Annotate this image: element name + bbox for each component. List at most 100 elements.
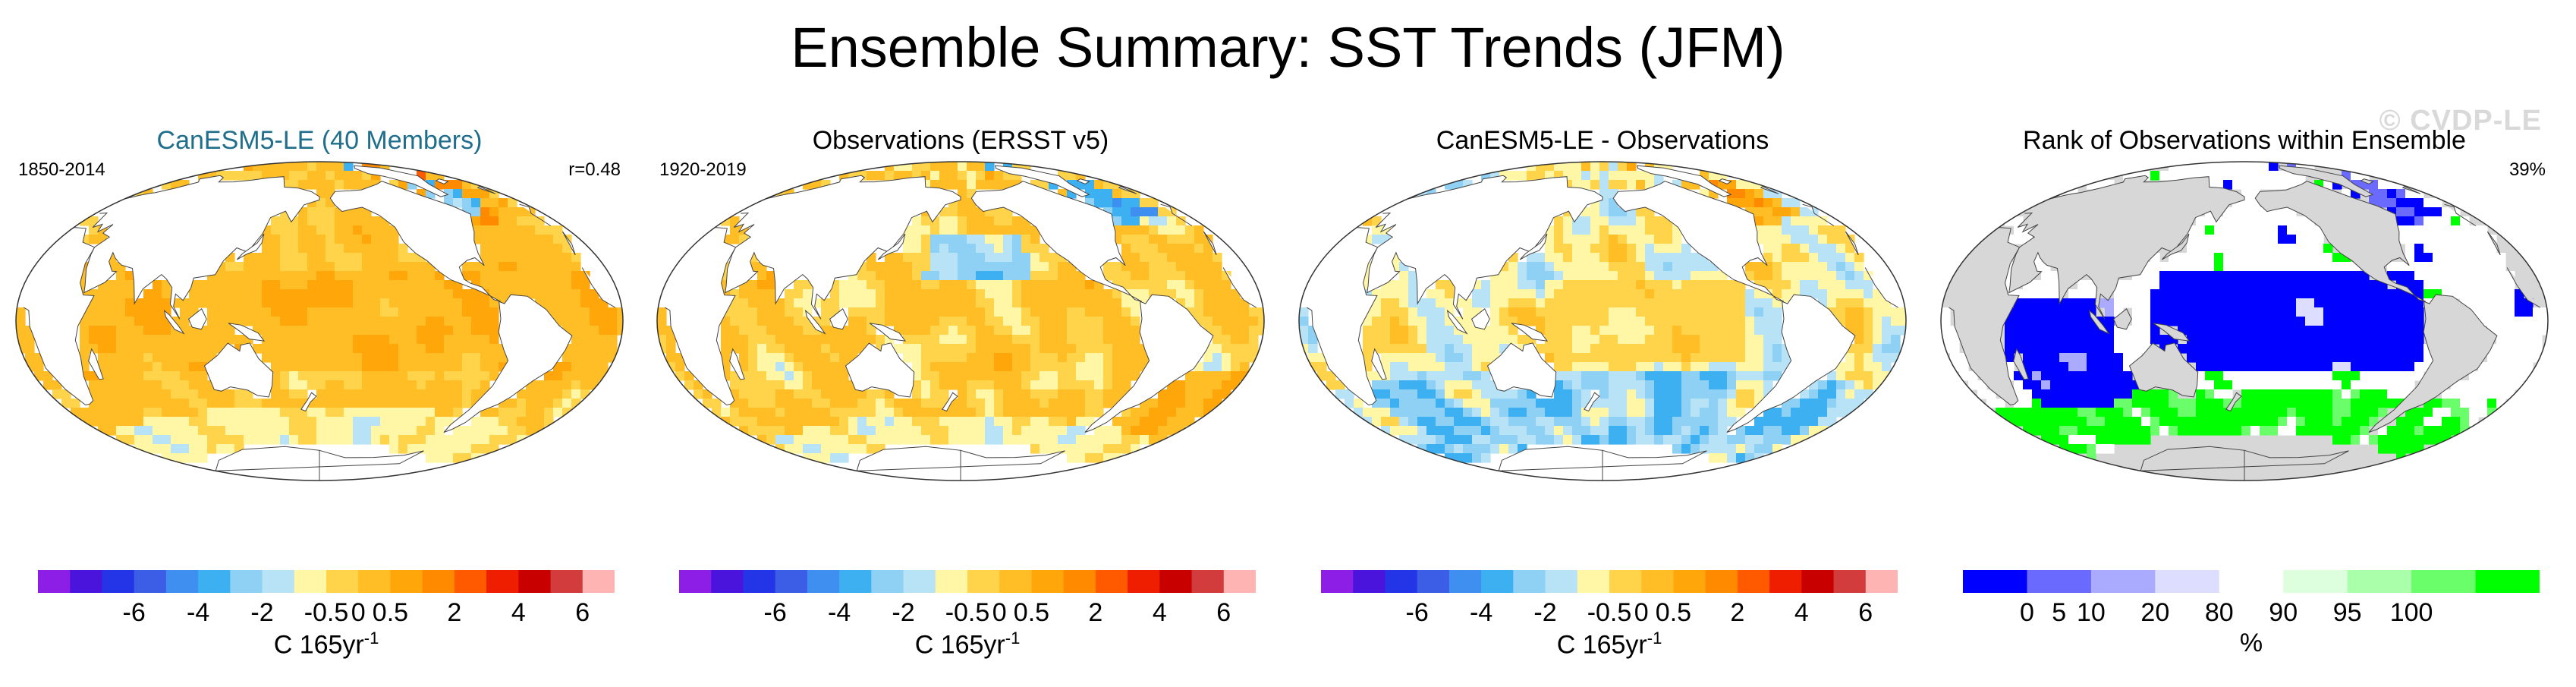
colorbar-swatch [518,570,552,593]
colorbar-swatch [1513,570,1546,593]
colorbar: -6 -4 -2 -0.5 0 0.5 2 4 6 C 165yr-1 [38,569,615,683]
colorbar-tick-label: -4 [827,598,851,627]
landmass-new-zealand [2225,392,2242,412]
period-label: 1850-2014 [18,159,105,180]
colorbar-swatch [1801,570,1835,593]
landmass-madagascar [88,348,104,380]
colorbar-swatch [1833,570,1867,593]
landmass-north-america [2254,181,2427,302]
colorbar-swatch [2347,570,2412,593]
landmass-greenland [2279,165,2374,197]
landmass-north-america [1612,181,1785,302]
colorbar-tick-label: 5 [2052,598,2067,627]
colorbar-swatches [1321,570,1898,593]
colorbar-tick-label: 0 [2019,598,2034,627]
landmass-australia [845,342,915,398]
colorbar-swatch [1128,570,1160,593]
colorbar-tick-label: -0.5 [1587,598,1632,627]
colorbar-swatch [2475,570,2540,593]
landmass-africa [1949,227,2540,406]
colorbar-tick-label: 100 [2389,598,2433,627]
landmass-japan [1519,233,1548,260]
colorbar-tick-label: 0.5 [372,598,409,627]
colorbar-swatch [1609,570,1642,593]
panel-observations: Observations (ERSST v5) 1920-2019 -6 -4 -2… [646,121,1275,683]
colorbar-swatch [262,570,295,593]
colorbar-swatch [1385,570,1418,593]
colorbar-swatch [2027,570,2092,593]
sst-trend-map [15,161,624,481]
landmass-sumatra [804,309,826,335]
colorbar-tick-label: 4 [511,598,526,627]
colorbar-swatch [711,570,744,593]
colorbar-tick-label: 4 [1794,598,1809,627]
colorbar-tick-label: -6 [1405,598,1429,627]
landmass-japan [2161,233,2190,260]
colorbar-swatch [2090,570,2156,593]
colorbar-tick-label: 95 [2332,598,2362,627]
colorbar-tick-label: -2 [892,598,915,627]
landmass-sumatra [163,309,185,335]
colorbar-swatch [1481,570,1514,593]
map-field [1299,162,1906,481]
colorbar-swatch [967,570,1000,593]
landmass-north-america [970,181,1143,302]
colorbar-swatch [2411,570,2477,593]
landmass-new-zealand [300,392,317,412]
landmass-japan [236,233,265,260]
colorbar-swatch [1353,570,1386,593]
rank-map [1940,161,2549,481]
landmass-eurasia [2008,175,2477,320]
landmass-australia [2128,342,2199,398]
colorbar-tick-label: 0 [1634,598,1649,627]
panel-rank: Rank of Observations within Ensemble 39%… [1930,121,2559,683]
panel-title: Rank of Observations within Ensemble [2023,126,2466,155]
colorbar: -6 -4 -2 -0.5 0 0.5 2 4 6 C 165yr-1 [1321,569,1898,683]
colorbar-units-label: C 165yr-1 [1556,629,1662,660]
colorbar-swatch [2155,570,2220,593]
colorbar-swatch [165,570,199,593]
landmass-greenland [1637,165,1732,197]
colorbar-swatch [775,570,808,593]
landmass-africa [24,227,615,406]
colorbar-swatch [999,570,1032,593]
colorbar-swatch [1223,570,1256,593]
rank-summary-label: 39% [2508,159,2546,180]
panel-title: CanESM5-LE (40 Members) [156,126,483,155]
colorbar-tick-label: 0 [351,598,366,627]
period-label: 1920-2019 [659,159,747,180]
colorbar-tick-label: 0.5 [1655,598,1692,627]
colorbar-units-label: C 165yr-1 [914,629,1021,660]
colorbar-swatch [1159,570,1193,593]
colorbar-tick-label: 4 [1152,598,1167,627]
colorbar-swatch [422,570,455,593]
colorbar-tick-label: 6 [575,598,590,627]
map-border [1940,161,2549,481]
colorbar-swatches [679,570,1256,593]
map-field [657,162,1264,481]
colorbar-swatch [326,570,359,593]
colorbar-tick-label: 0 [992,598,1007,627]
colorbar-swatch [903,570,936,593]
panel-title: CanESM5-LE - Observations [1436,126,1769,155]
landmass-eurasia [83,175,552,320]
colorbar-swatch [390,570,423,593]
colorbar-swatch [1321,570,1354,593]
map-border [1298,161,1907,481]
colorbar-swatch [1545,570,1578,593]
panel-model: CanESM5-LE (40 Members) 1850-2014 r=0.48… [5,121,634,683]
colorbar-tick-label: 80 [2204,598,2234,627]
map-border [656,161,1265,481]
colorbar-swatch [1577,570,1610,593]
colorbar-tick-label: -0.5 [945,598,990,627]
colorbar-tick-label: -6 [122,598,146,627]
sst-difference-map [1298,161,1907,481]
colorbar-swatch [1031,570,1065,593]
landmass-south-america [443,294,573,433]
colorbar-swatch [1191,570,1225,593]
colorbar-swatch [679,570,712,593]
colorbar-tick-label: -6 [763,598,787,627]
landmass-iceland [1076,178,1090,184]
colorbar-tick-label: 90 [2269,598,2298,627]
colorbar-swatch [1063,570,1096,593]
